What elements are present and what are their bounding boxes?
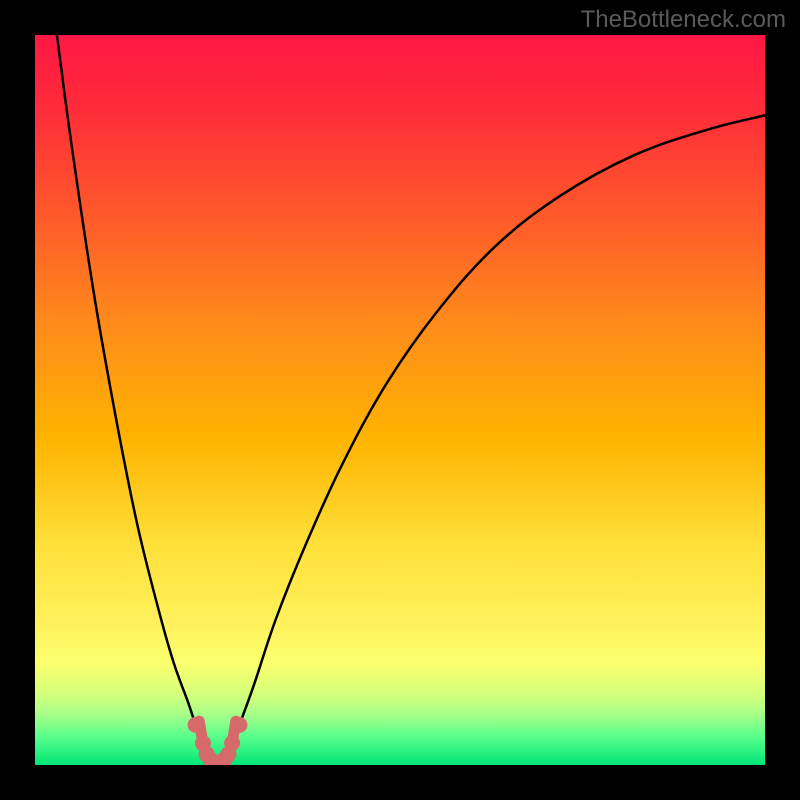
chart-plot-area (35, 35, 765, 765)
chart-svg (35, 35, 765, 765)
watermark-text: TheBottleneck.com (581, 6, 786, 34)
stage: TheBottleneck.com (0, 0, 800, 800)
marker-dot (188, 717, 204, 733)
marker-dot (231, 717, 247, 733)
chart-background (35, 35, 765, 765)
marker-dot (224, 735, 240, 751)
